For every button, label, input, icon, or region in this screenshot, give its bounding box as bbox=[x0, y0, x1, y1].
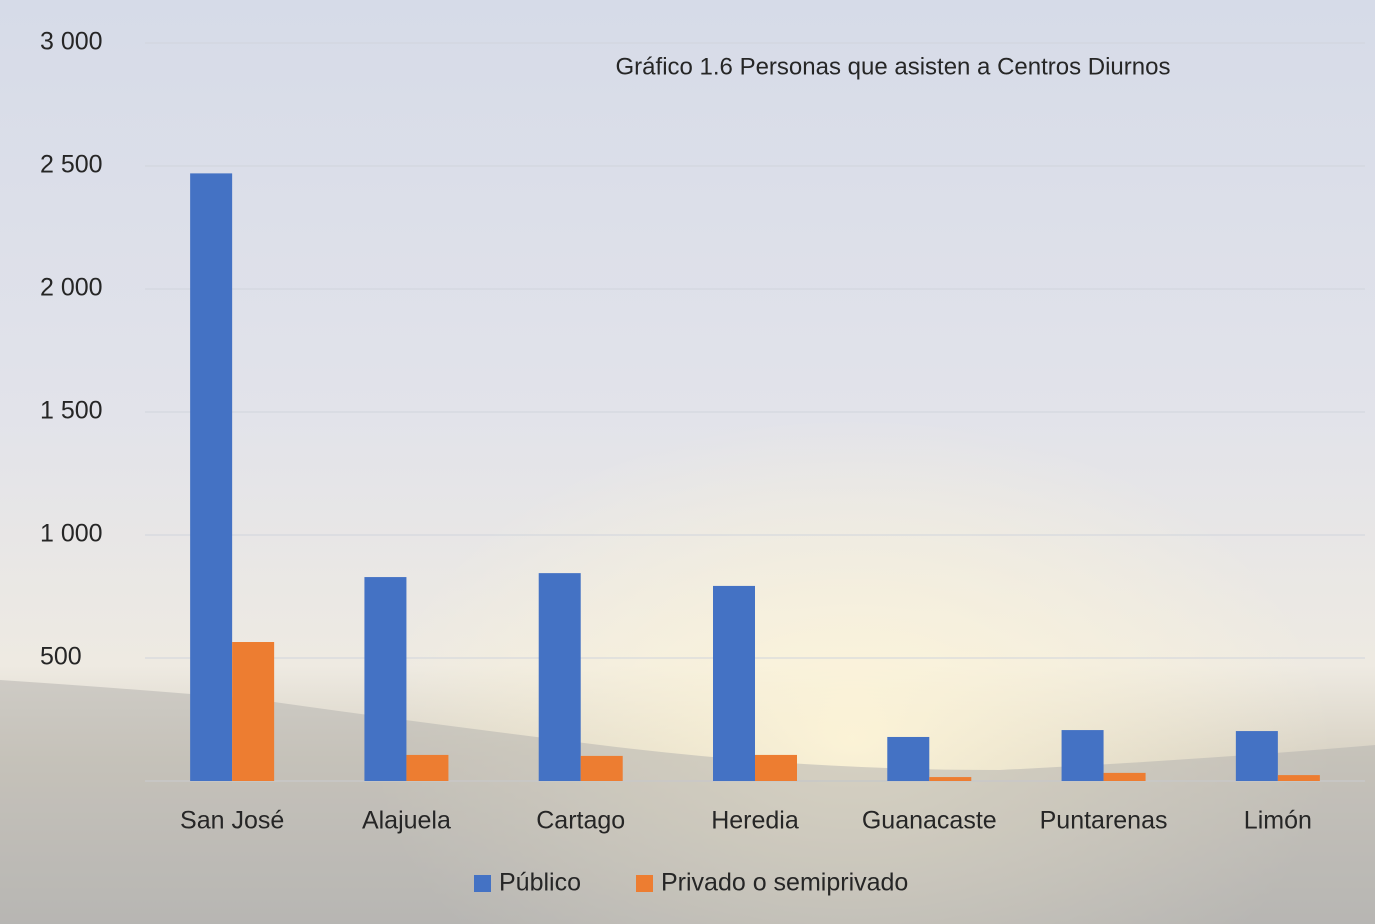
legend-label: Público bbox=[499, 869, 581, 897]
y-tick-label: 1 000 bbox=[40, 520, 103, 548]
bar bbox=[887, 736, 930, 781]
bar bbox=[1061, 730, 1104, 781]
legend-swatch bbox=[636, 875, 653, 892]
bar bbox=[1103, 772, 1146, 781]
y-tick-label: 1 500 bbox=[40, 397, 103, 425]
x-tick-label: Alajuela bbox=[362, 807, 451, 835]
x-tick-label: Limón bbox=[1244, 807, 1312, 835]
y-tick-label: 2 500 bbox=[40, 151, 103, 179]
bar bbox=[755, 754, 797, 781]
x-tick-label: Heredia bbox=[711, 807, 799, 835]
x-tick-label: San José bbox=[180, 807, 284, 835]
chart-title: Gráfico 1.6 Personas que asisten a Centr… bbox=[616, 53, 1171, 80]
bar bbox=[364, 577, 407, 781]
bar bbox=[1235, 731, 1278, 781]
x-tick-label: Puntarenas bbox=[1040, 807, 1168, 835]
y-tick-label: 2 000 bbox=[40, 274, 103, 302]
bar bbox=[232, 642, 275, 781]
bar bbox=[538, 573, 581, 781]
y-tick-label: 500 bbox=[40, 643, 82, 671]
y-tick-label: 3 000 bbox=[40, 28, 103, 56]
bar bbox=[580, 755, 623, 781]
hills bbox=[0, 680, 1375, 924]
x-tick-label: Cartago bbox=[536, 807, 625, 835]
legend-swatch bbox=[474, 875, 491, 892]
x-tick-label: Guanacaste bbox=[862, 807, 997, 835]
bar bbox=[406, 754, 449, 781]
bar bbox=[929, 777, 972, 781]
bar bbox=[1277, 775, 1320, 781]
legend-label: Privado o semiprivado bbox=[661, 869, 908, 897]
bar bbox=[713, 585, 755, 781]
bar bbox=[190, 173, 233, 781]
